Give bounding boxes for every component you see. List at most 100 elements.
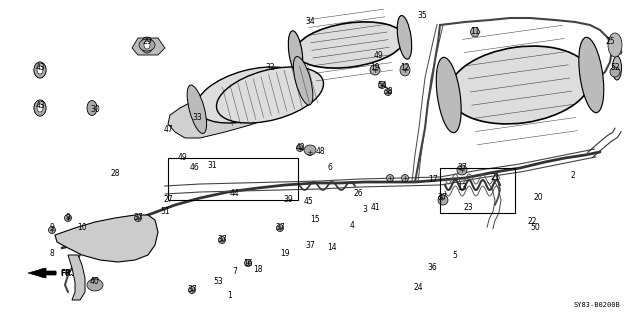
Text: 39: 39 xyxy=(283,196,293,204)
Text: 40: 40 xyxy=(90,277,100,286)
Ellipse shape xyxy=(304,145,316,155)
Ellipse shape xyxy=(34,62,46,78)
Text: 35: 35 xyxy=(417,11,427,20)
Text: 4: 4 xyxy=(350,220,354,229)
Ellipse shape xyxy=(613,56,622,80)
Ellipse shape xyxy=(387,174,394,181)
Ellipse shape xyxy=(436,57,461,133)
Text: 11: 11 xyxy=(470,28,480,36)
Text: 6: 6 xyxy=(327,164,333,172)
Text: 32: 32 xyxy=(265,63,275,73)
Text: 50: 50 xyxy=(530,223,540,233)
Ellipse shape xyxy=(610,67,620,77)
Ellipse shape xyxy=(144,41,150,49)
Ellipse shape xyxy=(37,104,43,112)
Polygon shape xyxy=(68,255,85,300)
Text: 15: 15 xyxy=(310,215,320,225)
Ellipse shape xyxy=(34,100,46,116)
Text: 47: 47 xyxy=(163,125,173,134)
Text: 7: 7 xyxy=(233,268,238,276)
Ellipse shape xyxy=(378,82,385,89)
Text: 21: 21 xyxy=(490,173,500,182)
Ellipse shape xyxy=(401,174,408,181)
Polygon shape xyxy=(28,268,56,278)
Text: 14: 14 xyxy=(327,244,337,252)
Ellipse shape xyxy=(196,67,303,123)
Ellipse shape xyxy=(448,46,592,124)
Text: 38: 38 xyxy=(383,87,393,97)
Text: SY83-B0200B: SY83-B0200B xyxy=(573,302,620,308)
Text: 3: 3 xyxy=(362,205,368,214)
Ellipse shape xyxy=(48,227,55,234)
Text: 54: 54 xyxy=(377,81,387,90)
Ellipse shape xyxy=(385,89,392,95)
Bar xyxy=(168,158,298,200)
Ellipse shape xyxy=(370,65,380,75)
Text: 10: 10 xyxy=(77,223,87,233)
Polygon shape xyxy=(168,92,280,138)
Text: 24: 24 xyxy=(413,284,423,292)
Text: 43: 43 xyxy=(35,100,45,109)
Text: 37: 37 xyxy=(457,164,467,172)
Polygon shape xyxy=(610,41,620,49)
Ellipse shape xyxy=(276,225,283,231)
Text: 25: 25 xyxy=(605,37,615,46)
Polygon shape xyxy=(132,38,165,55)
Ellipse shape xyxy=(579,37,604,113)
Text: 48: 48 xyxy=(315,148,325,156)
Text: 12: 12 xyxy=(400,63,410,73)
Text: 37: 37 xyxy=(437,194,447,203)
Ellipse shape xyxy=(134,214,141,221)
Text: 37: 37 xyxy=(217,236,227,244)
Text: 5: 5 xyxy=(452,251,457,260)
Ellipse shape xyxy=(294,57,313,105)
Text: 16: 16 xyxy=(243,259,253,268)
Text: 27: 27 xyxy=(163,196,173,204)
Text: 26: 26 xyxy=(353,188,363,197)
Ellipse shape xyxy=(306,148,313,156)
Ellipse shape xyxy=(34,62,46,78)
Text: 17: 17 xyxy=(428,175,438,185)
Ellipse shape xyxy=(438,195,448,205)
Text: 8: 8 xyxy=(50,249,54,258)
Text: 23: 23 xyxy=(463,204,473,212)
Text: 9: 9 xyxy=(66,213,71,222)
Ellipse shape xyxy=(371,67,378,74)
Ellipse shape xyxy=(87,100,97,116)
Text: FR.: FR. xyxy=(60,268,74,277)
Polygon shape xyxy=(55,215,158,262)
Text: 22: 22 xyxy=(527,218,537,227)
Ellipse shape xyxy=(289,31,303,75)
Ellipse shape xyxy=(87,279,103,291)
Text: 52: 52 xyxy=(610,63,620,73)
Ellipse shape xyxy=(608,33,622,57)
Ellipse shape xyxy=(296,145,303,151)
Text: 49: 49 xyxy=(373,51,383,60)
Text: 29: 29 xyxy=(142,37,152,46)
Text: 33: 33 xyxy=(192,114,202,123)
Text: 49: 49 xyxy=(177,154,187,163)
Text: 13: 13 xyxy=(457,183,467,193)
Text: 9: 9 xyxy=(50,223,54,233)
Ellipse shape xyxy=(34,100,46,116)
Text: 2: 2 xyxy=(571,171,575,180)
Ellipse shape xyxy=(37,66,43,74)
Text: 28: 28 xyxy=(110,169,120,178)
Ellipse shape xyxy=(401,67,408,74)
Text: 43: 43 xyxy=(35,63,45,73)
Ellipse shape xyxy=(459,166,466,173)
Text: 19: 19 xyxy=(370,63,380,73)
Ellipse shape xyxy=(614,50,622,54)
Text: 34: 34 xyxy=(305,18,315,27)
Text: 37: 37 xyxy=(187,285,197,294)
Ellipse shape xyxy=(189,286,196,293)
Ellipse shape xyxy=(218,236,225,244)
Text: 19: 19 xyxy=(280,249,290,258)
Text: 37: 37 xyxy=(275,223,285,233)
Text: 1: 1 xyxy=(227,291,233,300)
Text: 45: 45 xyxy=(303,197,313,206)
Ellipse shape xyxy=(397,16,412,59)
Text: 51: 51 xyxy=(160,207,170,217)
Text: 36: 36 xyxy=(427,263,437,273)
Ellipse shape xyxy=(296,22,404,68)
